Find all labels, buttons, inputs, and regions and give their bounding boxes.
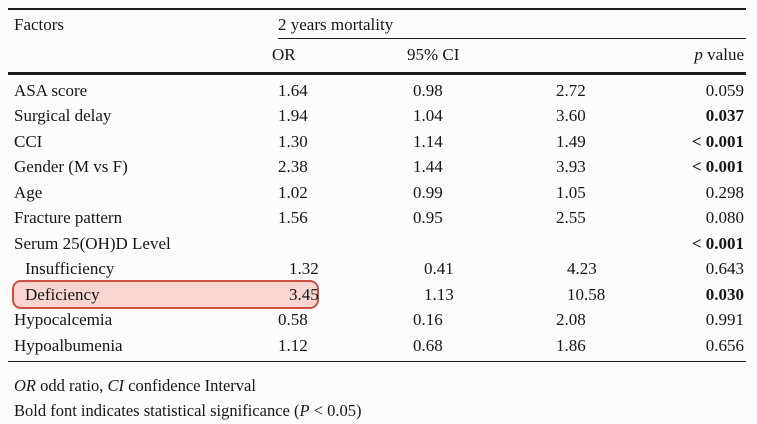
p-value-column-header: p value bbox=[660, 39, 746, 72]
factor-cell: CCI bbox=[14, 131, 43, 151]
ci-low-cell: 0.95 bbox=[413, 208, 443, 228]
ci-high-cell: 1.05 bbox=[556, 182, 586, 202]
table-header-row-2: OR 95% CI p value bbox=[8, 39, 746, 75]
p-value-cell: 0.059 bbox=[705, 80, 744, 100]
factor-cell: Fracture pattern bbox=[14, 208, 123, 228]
table-row: Gender (M vs F) 2.38 1.44 3.93 < 0.001 bbox=[8, 155, 746, 181]
or-cell: 1.12 bbox=[278, 335, 308, 355]
factor-cell: Hypoalbumenia bbox=[14, 335, 123, 355]
highlight-box bbox=[12, 280, 319, 309]
ci-high-cell: 2.08 bbox=[556, 310, 586, 330]
p-value-cell: 0.298 bbox=[705, 182, 744, 202]
table-header-row-1: Factors 2 years mortality bbox=[8, 8, 746, 39]
p-value-cell: < 0.001 bbox=[691, 157, 744, 177]
p-value-cell: 0.030 bbox=[705, 284, 744, 304]
ci-column-header: 95% CI bbox=[407, 45, 460, 64]
or-cell: 2.38 bbox=[278, 157, 308, 177]
ci-low-cell: 0.41 bbox=[424, 259, 454, 279]
or-cell: 1.32 bbox=[289, 259, 319, 279]
p-value-cell: 0.037 bbox=[705, 106, 744, 126]
or-cell: 1.02 bbox=[278, 182, 308, 202]
ci-low-cell: 1.13 bbox=[424, 284, 454, 304]
factors-column-header: Factors bbox=[14, 15, 65, 34]
p-value-cell: 0.080 bbox=[705, 208, 744, 228]
table-row: Age 1.02 0.99 1.05 0.298 bbox=[8, 180, 746, 206]
p-significance-italic: P bbox=[299, 401, 310, 420]
factor-cell: Hypocalcemia bbox=[14, 310, 113, 330]
p-rest: value bbox=[702, 45, 744, 64]
ci-abbrev-italic: CI bbox=[107, 375, 125, 395]
table-row: Insufficiency 1.32 0.41 4.23 0.643 bbox=[8, 257, 746, 283]
p-value-cell: 0.643 bbox=[705, 259, 744, 279]
group-column-header: 2 years mortality bbox=[278, 10, 746, 39]
ci-high-cell: 2.55 bbox=[556, 208, 586, 228]
factor-cell: Insufficiency bbox=[25, 259, 115, 279]
or-cell: 1.56 bbox=[278, 208, 308, 228]
factor-cell: Serum 25(OH)D Level bbox=[14, 233, 171, 253]
table-row: Hypoalbumenia 1.12 0.68 1.86 0.656 bbox=[8, 333, 746, 359]
factor-cell: Gender (M vs F) bbox=[14, 157, 128, 177]
or-cell: 1.64 bbox=[278, 80, 308, 100]
or-cell: 0.58 bbox=[278, 310, 308, 330]
ci-low-cell: 0.98 bbox=[413, 80, 443, 100]
ci-high-cell: 3.93 bbox=[556, 157, 586, 177]
footnote-abbreviations: OR odd ratio, CI confidence Interval bbox=[14, 375, 256, 395]
factor-cell: ASA score bbox=[14, 80, 88, 100]
or-abbrev-italic: OR bbox=[14, 375, 36, 395]
ci-high-cell: 10.58 bbox=[567, 284, 606, 304]
ci-high-cell: 4.23 bbox=[567, 259, 597, 279]
or-cell: 1.30 bbox=[278, 131, 308, 151]
p-italic: p bbox=[694, 45, 703, 64]
ci-high-cell: 1.86 bbox=[556, 335, 586, 355]
ci-high-cell: 3.60 bbox=[556, 106, 586, 126]
ci-high-cell: 1.49 bbox=[556, 131, 586, 151]
ci-high-cell: 2.72 bbox=[556, 80, 586, 100]
or-cell: 3.45 bbox=[289, 284, 319, 304]
p-value-cell: < 0.001 bbox=[691, 233, 744, 253]
ci-low-cell: 0.68 bbox=[413, 335, 443, 355]
table-row: Serum 25(OH)D Level < 0.001 bbox=[8, 231, 746, 257]
table-row-highlighted: Deficiency 3.45 1.13 10.58 0.030 bbox=[8, 280, 746, 309]
table-row: Fracture pattern 1.56 0.95 2.55 0.080 bbox=[8, 206, 746, 232]
ci-low-cell: 0.16 bbox=[413, 310, 443, 330]
factor-cell: Surgical delay bbox=[14, 106, 112, 126]
header-spacer bbox=[8, 49, 272, 62]
table-row: CCI 1.30 1.14 1.49 < 0.001 bbox=[8, 129, 746, 155]
ci-low-cell: 1.04 bbox=[413, 106, 443, 126]
or-column-header: OR bbox=[272, 45, 296, 64]
table-row: Surgical delay 1.94 1.04 3.60 0.037 bbox=[8, 104, 746, 130]
footnote-bold-significance: Bold font indicates statistical signific… bbox=[14, 401, 362, 420]
ci-low-cell: 1.14 bbox=[413, 131, 443, 151]
factor-cell: Age bbox=[14, 182, 43, 202]
ci-low-cell: 1.44 bbox=[413, 157, 443, 177]
table-row: ASA score 1.64 0.98 2.72 0.059 bbox=[8, 78, 746, 104]
factor-cell: Deficiency bbox=[25, 284, 100, 304]
mortality-table: Factors 2 years mortality OR 95% CI p va… bbox=[8, 8, 746, 424]
table-footnotes: OR odd ratio, CI confidence Interval Bol… bbox=[8, 373, 746, 424]
or-cell: 1.94 bbox=[278, 106, 308, 126]
p-value-cell: 0.656 bbox=[705, 335, 744, 355]
p-value-cell: < 0.001 bbox=[691, 131, 744, 151]
ci-low-cell: 0.99 bbox=[413, 182, 443, 202]
p-value-cell: 0.991 bbox=[705, 310, 744, 330]
table-body: ASA score 1.64 0.98 2.72 0.059 Surgical … bbox=[8, 75, 746, 362]
table-row: Hypocalcemia 0.58 0.16 2.08 0.991 bbox=[8, 308, 746, 334]
